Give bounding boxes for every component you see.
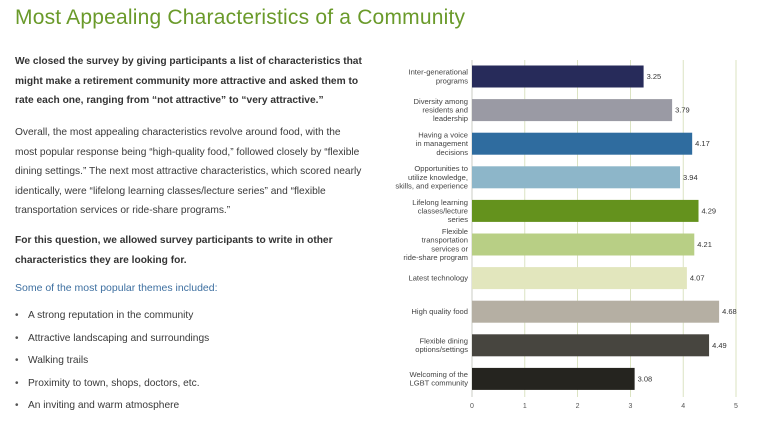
bar — [472, 367, 635, 390]
page-title: Most Appealing Characteristics of a Comm… — [15, 6, 466, 29]
category-label-line: classes/lecture — [418, 206, 468, 215]
bar — [472, 132, 693, 155]
bar — [472, 199, 699, 222]
category-label: Flexible transportation services or ride-sh… — [403, 227, 468, 262]
x-tick-label: 5 — [734, 403, 738, 410]
category-label-line: Latest technology — [408, 274, 468, 283]
bullet-icon: • — [15, 310, 19, 321]
bar — [472, 99, 673, 122]
category-label: Having a voice in management decisions — [416, 131, 469, 157]
bullet-icon: • — [15, 332, 19, 344]
category-label-line: LGBT community — [409, 379, 468, 388]
category-label-line: options/settings — [415, 345, 468, 354]
category-label-line: skills, and experience — [395, 181, 468, 190]
category-label-line: ride-share program — [403, 253, 468, 262]
category-label-line: Inter-generational — [408, 68, 468, 77]
list-item: • Proximity to town, shops, doctors, etc. — [15, 373, 209, 396]
overview-paragraph: Overall, the most appealing characterist… — [15, 127, 362, 216]
themes-list: • A strong reputation in the community • A… — [15, 305, 209, 418]
x-tick-label: 4 — [681, 403, 685, 410]
list-item-text: Walking trails — [28, 355, 89, 367]
category-label-line: leadership — [433, 114, 468, 123]
bar — [472, 300, 720, 323]
data-label: 3.94 — [683, 173, 698, 182]
category-label-line: Flexible dining — [419, 337, 468, 346]
data-label: 3.08 — [638, 374, 653, 383]
x-tick-label: 3 — [628, 403, 632, 410]
data-label: 3.25 — [647, 72, 662, 81]
list-item: • An inviting and warm atmosphere — [15, 395, 209, 418]
x-tick-label: 2 — [576, 403, 580, 410]
category-label: Opportunities to utilize knowledge, skills… — [395, 164, 468, 190]
x-tick-label: 1 — [523, 403, 527, 410]
bar — [472, 334, 710, 357]
category-label: Lifelong learning classes/lecture series — [412, 198, 468, 224]
write-in-paragraph: For this question, we allowed survey par… — [15, 235, 333, 266]
data-label: 4.68 — [722, 307, 737, 316]
category-label-line: series — [448, 215, 468, 224]
category-label: Latest technology — [408, 274, 468, 283]
list-item-text: Proximity to town, shops, doctors, etc. — [28, 377, 200, 389]
category-label-line: transportation — [422, 236, 468, 245]
category-label: High quality food — [411, 307, 468, 316]
data-label: 4.21 — [697, 240, 712, 249]
category-label-line: services or — [431, 244, 468, 253]
category-label-line: utilize knowledge, — [408, 173, 468, 182]
list-item-text: A strong reputation in the community — [28, 310, 194, 321]
category-label-line: Lifelong learning — [412, 198, 468, 207]
category-label-line: Flexible — [442, 227, 468, 236]
category-label: Diversity among residents and leadership — [414, 97, 468, 123]
category-label-line: decisions — [436, 148, 468, 157]
bar — [472, 233, 695, 256]
bar-chart: 0 1 2 3 4 5 3.25 Inter-generational programs 3.79… — [395, 60, 738, 410]
category-label-line: Having a voice — [418, 131, 468, 140]
category-label-line: programs — [436, 76, 468, 85]
list-item-text: An inviting and warm atmosphere — [28, 400, 180, 412]
list-item: • Walking trails — [15, 350, 209, 373]
list-item: • A strong reputation in the community — [15, 305, 209, 328]
list-item: • Attractive landscaping and surroundings — [15, 328, 209, 351]
category-label-line: in management — [416, 139, 469, 148]
bullet-icon: • — [15, 400, 19, 412]
data-label: 4.17 — [695, 139, 710, 148]
themes-heading: Some of the most popular themes included… — [15, 282, 218, 294]
bar — [472, 166, 681, 189]
x-tick-label: 0 — [470, 403, 474, 410]
data-label: 4.29 — [702, 206, 717, 215]
data-label: 4.49 — [712, 341, 727, 350]
category-label-line: Welcoming of the — [409, 370, 468, 379]
data-label: 3.79 — [675, 106, 690, 115]
category-label-line: High quality food — [411, 307, 468, 316]
category-label: Inter-generational programs — [408, 68, 468, 86]
category-label: Flexible dining options/settings — [415, 337, 468, 355]
category-label-line: residents and — [422, 106, 468, 115]
category-label-line: Diversity among — [414, 97, 468, 106]
category-label: Welcoming of the LGBT community — [409, 370, 468, 388]
intro-paragraph: We closed the survey by giving participa… — [15, 56, 362, 106]
category-label-line: Opportunities to — [414, 164, 468, 173]
list-item-text: Attractive landscaping and surroundings — [28, 332, 210, 344]
bullet-icon: • — [15, 355, 19, 367]
bullet-icon: • — [15, 377, 19, 389]
bar — [472, 267, 687, 290]
data-label: 4.07 — [690, 274, 705, 283]
bar — [472, 65, 644, 88]
